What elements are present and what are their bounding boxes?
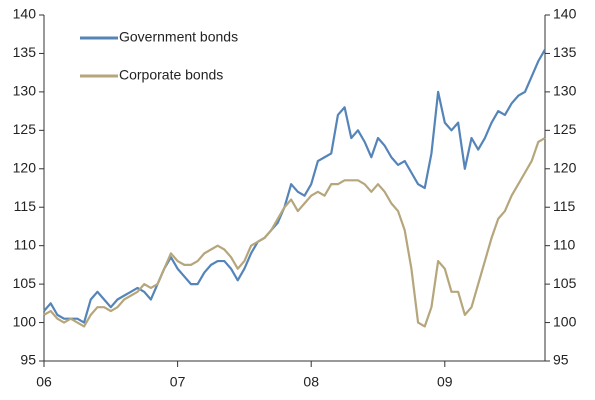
x-tick-label: 06: [36, 374, 52, 390]
y2-tick-label: 105: [553, 275, 577, 291]
y-tick-label: 120: [13, 159, 37, 175]
y-tick-label: 115: [14, 198, 37, 214]
y-tick-label: 100: [13, 313, 37, 329]
y-tick-label: 95: [20, 352, 36, 368]
y2-tick-label: 135: [553, 44, 577, 60]
legend-label: Government bonds: [119, 29, 238, 45]
y2-tick-label: 110: [553, 236, 576, 252]
x-tick-label: 07: [170, 374, 186, 390]
series-line: [43, 49, 546, 324]
y2-tick-label: 120: [553, 159, 577, 175]
y2-tick-label: 125: [553, 121, 577, 137]
y-tick-label: 125: [13, 121, 37, 137]
legend-label: Corporate bonds: [119, 67, 223, 83]
y2-tick-label: 130: [553, 83, 577, 99]
y2-tick-label: 115: [553, 198, 576, 214]
y-tick-label: 105: [13, 275, 37, 291]
x-tick-label: 08: [303, 374, 319, 390]
y-tick-label: 130: [13, 83, 37, 99]
y2-tick-label: 95: [553, 352, 569, 368]
y-tick-label: 140: [13, 6, 37, 22]
series-line: [43, 137, 546, 328]
y2-tick-label: 140: [553, 6, 577, 22]
y2-tick-label: 100: [553, 313, 577, 329]
x-tick-label: 09: [437, 374, 453, 390]
y-tick-label: 135: [13, 44, 37, 60]
y-tick-label: 110: [14, 236, 37, 252]
